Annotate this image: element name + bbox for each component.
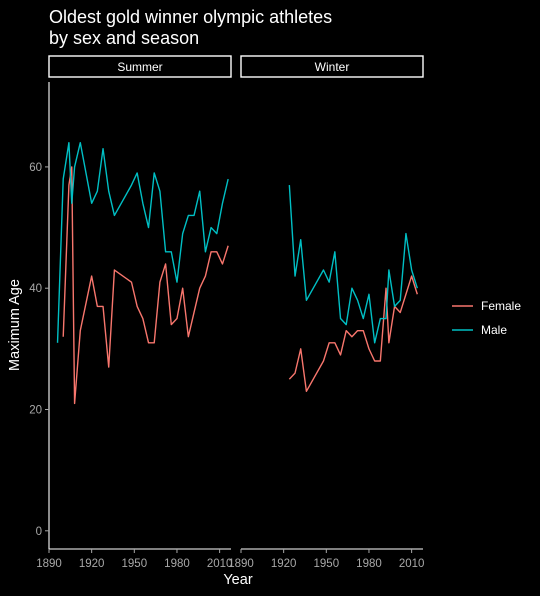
series-line-male xyxy=(56,141,229,343)
x-tick-label: 1950 xyxy=(314,558,340,570)
chart-title-line-2: by sex and season xyxy=(49,28,199,48)
legend: Female Male xyxy=(452,299,521,337)
chart-title-line-1: Oldest gold winner olympic athletes xyxy=(49,7,332,27)
y-axis: 0 20 40 60 xyxy=(29,82,50,549)
panel-summer: 1890 1920 1950 1980 2010 xyxy=(36,141,233,570)
y-axis-title: Maximum Age xyxy=(7,279,23,371)
panel-winter: 1890 1920 1950 1980 2010 xyxy=(228,185,424,570)
x-tick-label: 1980 xyxy=(356,558,382,570)
x-tick-label: 1980 xyxy=(164,558,190,570)
legend-label-female: Female xyxy=(481,299,521,313)
x-tick-label: 2010 xyxy=(399,558,425,570)
y-tick-label: 40 xyxy=(29,283,42,295)
series-line-male xyxy=(288,185,418,344)
y-tick-label: 60 xyxy=(29,162,42,174)
legend-label-male: Male xyxy=(481,323,507,337)
series-line-female xyxy=(288,275,418,393)
facet-label-summer: Summer xyxy=(117,60,162,74)
y-tick-label: 0 xyxy=(36,526,42,538)
series-line-female xyxy=(62,166,229,405)
x-tick-label: 1950 xyxy=(122,558,148,570)
x-tick-label: 1920 xyxy=(271,558,297,570)
x-axis-title: Year xyxy=(223,572,252,588)
x-tick-label: 1920 xyxy=(79,558,105,570)
facet-strip-winter xyxy=(240,55,424,78)
x-tick-label: 2010 xyxy=(207,558,233,570)
facet-winter: Winter 1890 1920 1950 1980 2010 xyxy=(228,55,424,570)
facet-summer: Summer 1890 1920 1950 1980 2010 xyxy=(36,55,233,570)
facet-strip-summer xyxy=(48,55,232,78)
facet-label-winter: Winter xyxy=(315,60,350,74)
x-tick-label: 1890 xyxy=(228,558,254,570)
x-tick-label: 1890 xyxy=(36,558,62,570)
y-tick-label: 20 xyxy=(29,405,42,417)
